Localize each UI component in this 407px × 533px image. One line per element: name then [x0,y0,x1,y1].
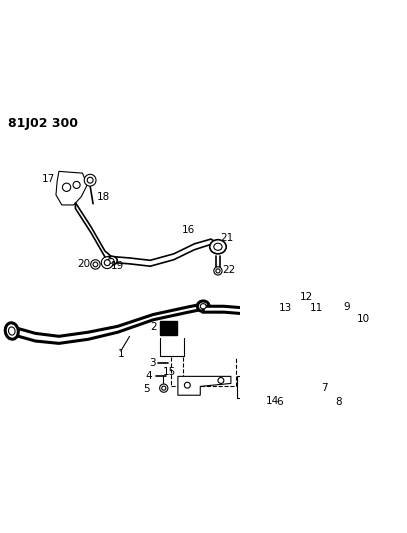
Circle shape [286,369,291,375]
Ellipse shape [210,240,226,254]
Circle shape [218,377,224,383]
Text: 4: 4 [145,372,152,382]
Circle shape [104,260,110,265]
Text: 81J02 300: 81J02 300 [8,117,78,130]
Text: 22: 22 [222,265,235,276]
Text: 2: 2 [150,322,156,333]
Text: 5: 5 [143,384,149,394]
Circle shape [93,262,98,267]
Text: 20: 20 [78,260,91,270]
Circle shape [342,309,347,313]
Text: 1: 1 [118,349,124,359]
Circle shape [73,181,80,189]
Circle shape [160,384,168,392]
Ellipse shape [292,306,299,311]
Ellipse shape [320,314,339,332]
Text: 15: 15 [163,367,176,377]
Ellipse shape [197,301,209,312]
Text: 13: 13 [278,303,292,313]
Polygon shape [75,203,113,264]
Circle shape [214,267,222,275]
Ellipse shape [107,259,114,263]
Text: 17: 17 [42,174,55,184]
Text: 18: 18 [96,192,110,201]
Ellipse shape [312,369,330,386]
Ellipse shape [5,323,18,339]
Circle shape [184,382,190,388]
Ellipse shape [309,307,313,310]
Ellipse shape [9,327,15,335]
Circle shape [62,183,71,191]
Circle shape [87,177,93,183]
Text: 16: 16 [182,225,195,235]
Polygon shape [253,363,300,398]
Circle shape [216,269,220,273]
Polygon shape [237,376,265,398]
Circle shape [356,318,366,328]
Circle shape [84,174,96,186]
Ellipse shape [200,304,206,309]
Circle shape [324,392,336,404]
Text: 3: 3 [149,358,155,368]
Ellipse shape [327,320,333,325]
Polygon shape [56,172,87,205]
Ellipse shape [325,318,335,327]
Ellipse shape [317,374,326,382]
Text: 8: 8 [335,397,342,407]
Ellipse shape [214,243,222,251]
Ellipse shape [104,256,117,265]
FancyBboxPatch shape [160,321,177,335]
Text: 10: 10 [357,313,370,324]
Text: 21: 21 [220,233,234,243]
Text: 12: 12 [300,292,313,302]
Circle shape [245,385,250,391]
Circle shape [327,395,333,401]
Text: 14: 14 [265,396,279,406]
Circle shape [162,386,166,390]
Circle shape [268,369,274,375]
Text: 9: 9 [343,302,350,312]
Circle shape [91,260,100,269]
Text: 6: 6 [276,397,283,407]
Ellipse shape [307,305,315,312]
Text: 7: 7 [321,383,327,393]
Circle shape [101,257,113,269]
Text: 11: 11 [310,303,323,313]
Ellipse shape [319,375,324,379]
Polygon shape [17,304,203,343]
Text: 19: 19 [111,261,125,271]
Polygon shape [178,376,231,395]
Polygon shape [115,239,219,266]
Polygon shape [203,306,321,320]
